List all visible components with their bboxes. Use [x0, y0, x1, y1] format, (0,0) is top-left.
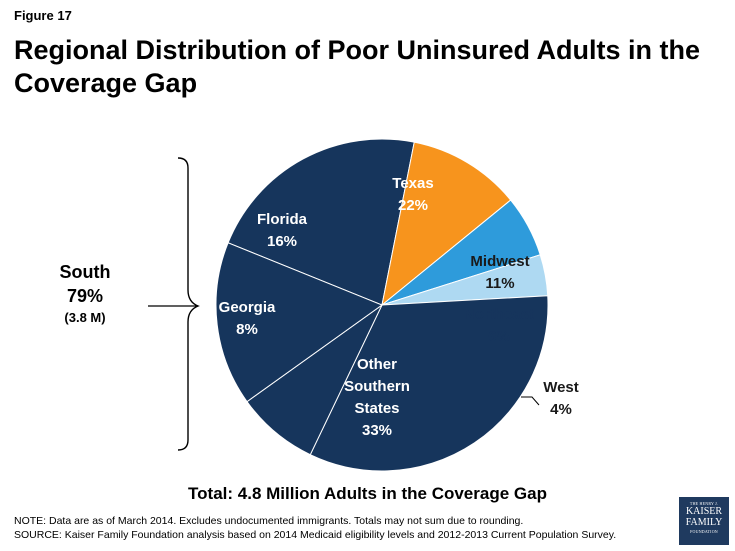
- footnotes: NOTE: Data are as of March 2014. Exclude…: [14, 514, 616, 542]
- south-annotation: South 79% (3.8 M): [40, 260, 130, 328]
- slice-name-label: Other: [357, 356, 397, 373]
- slice-name-label: West: [543, 379, 579, 396]
- slice-label-other-southern-states: Other Southern States 33%: [344, 356, 410, 439]
- slice-label-northeast: Northeast 6%: [464, 306, 534, 345]
- logo-line3: FAMILY: [685, 517, 723, 528]
- slice-name-label: Southern: [344, 378, 410, 395]
- slice-value-label: 11%: [485, 275, 514, 292]
- kff-logo: THE HENRY J. KAISER FAMILY FOUNDATION: [679, 497, 729, 545]
- south-brace-icon: [177, 157, 200, 451]
- south-sub: (3.8 M): [64, 310, 106, 325]
- slice-label-midwest: Midwest 11%: [470, 253, 529, 292]
- logo-line4: FOUNDATION: [690, 529, 718, 534]
- slice-name-label: Northeast: [464, 306, 534, 323]
- slice-label-texas: Texas 22%: [392, 175, 433, 214]
- pie-slice-other-southern-states: [309, 295, 549, 472]
- slice-name-label: Georgia: [219, 299, 276, 316]
- pie-slice-texas: [227, 138, 415, 306]
- slice-value-label: 16%: [267, 233, 297, 250]
- slice-label-florida: Florida 16%: [257, 211, 308, 250]
- slice-label-georgia: Georgia 8%: [219, 299, 276, 338]
- logo-line1: THE HENRY J.: [689, 501, 719, 506]
- slice-value-label: 33%: [362, 422, 392, 439]
- source-text: SOURCE: Kaiser Family Foundation analysi…: [14, 529, 617, 541]
- pie-chart: Texas 22% Midwest 11% Northeast 6% West 4% Other…: [148, 138, 579, 472]
- slice-value-label: 6%: [488, 328, 510, 345]
- west-leader-line: [521, 396, 540, 406]
- total-label: Total: 4.8 Million Adults in the Coverag…: [188, 484, 547, 503]
- slice-value-label: 4%: [550, 401, 572, 418]
- slice-label-west: West 4%: [543, 379, 579, 418]
- note-text: NOTE: Data are as of March 2014. Exclude…: [14, 515, 524, 527]
- slice-name-label: Texas: [392, 175, 433, 192]
- south-value: 79%: [66, 286, 104, 306]
- pie-slice-florida: [215, 242, 384, 403]
- slice-name-label: Florida: [257, 211, 308, 228]
- south-name: South: [59, 262, 111, 282]
- figure-label: Figure 17: [14, 8, 72, 23]
- chart-title: Regional Distribution of Poor Uninsured …: [14, 35, 700, 98]
- slice-name-label: Midwest: [470, 253, 529, 270]
- logo-line2: KAISER: [685, 506, 723, 517]
- slice-value-label: 8%: [236, 321, 258, 338]
- slice-value-label: 22%: [398, 197, 428, 214]
- pie-slice-midwest: [381, 141, 512, 307]
- slice-name-label: States: [354, 400, 399, 417]
